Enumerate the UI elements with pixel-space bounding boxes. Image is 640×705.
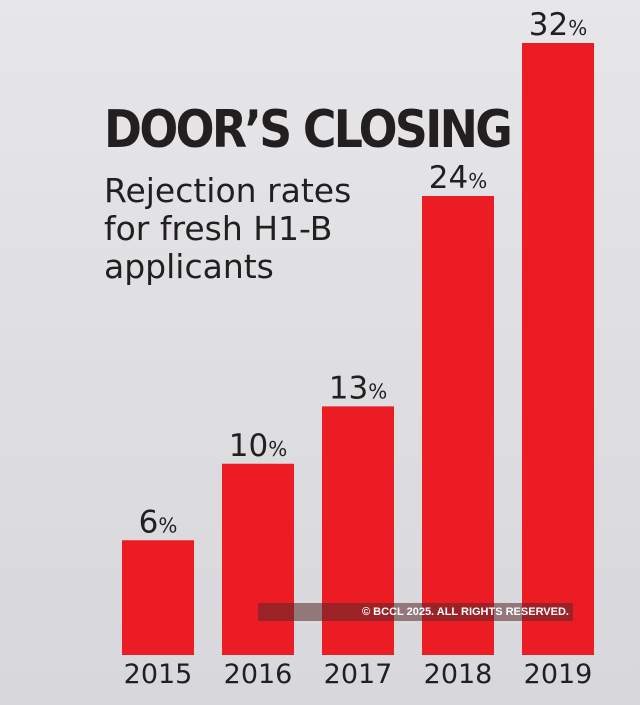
- bar-2016: [222, 463, 294, 655]
- chart-title: DOOR’S CLOSING: [104, 100, 513, 160]
- x-tick-label-2015: 2015: [124, 659, 193, 690]
- x-tick-label-2017: 2017: [324, 659, 393, 690]
- copyright-watermark: © BCCL 2025. ALL RIGHTS RESERVED.: [258, 603, 573, 621]
- x-tick-label-2016: 2016: [224, 659, 293, 690]
- value-label-2017: 13%: [329, 370, 387, 406]
- x-tick-label-2018: 2018: [424, 659, 493, 690]
- value-label-2015: 6%: [139, 504, 178, 540]
- x-tick-label-2019: 2019: [524, 659, 593, 690]
- value-label-2019: 32%: [529, 7, 587, 43]
- bar-2015: [122, 540, 194, 655]
- bar-2019: [522, 43, 594, 655]
- chart-subtitle: Rejection rates for fresh H1-B applicant…: [104, 171, 352, 286]
- bar-2018: [422, 196, 494, 655]
- value-label-2018: 24%: [429, 160, 487, 196]
- value-label-2016: 10%: [229, 428, 287, 464]
